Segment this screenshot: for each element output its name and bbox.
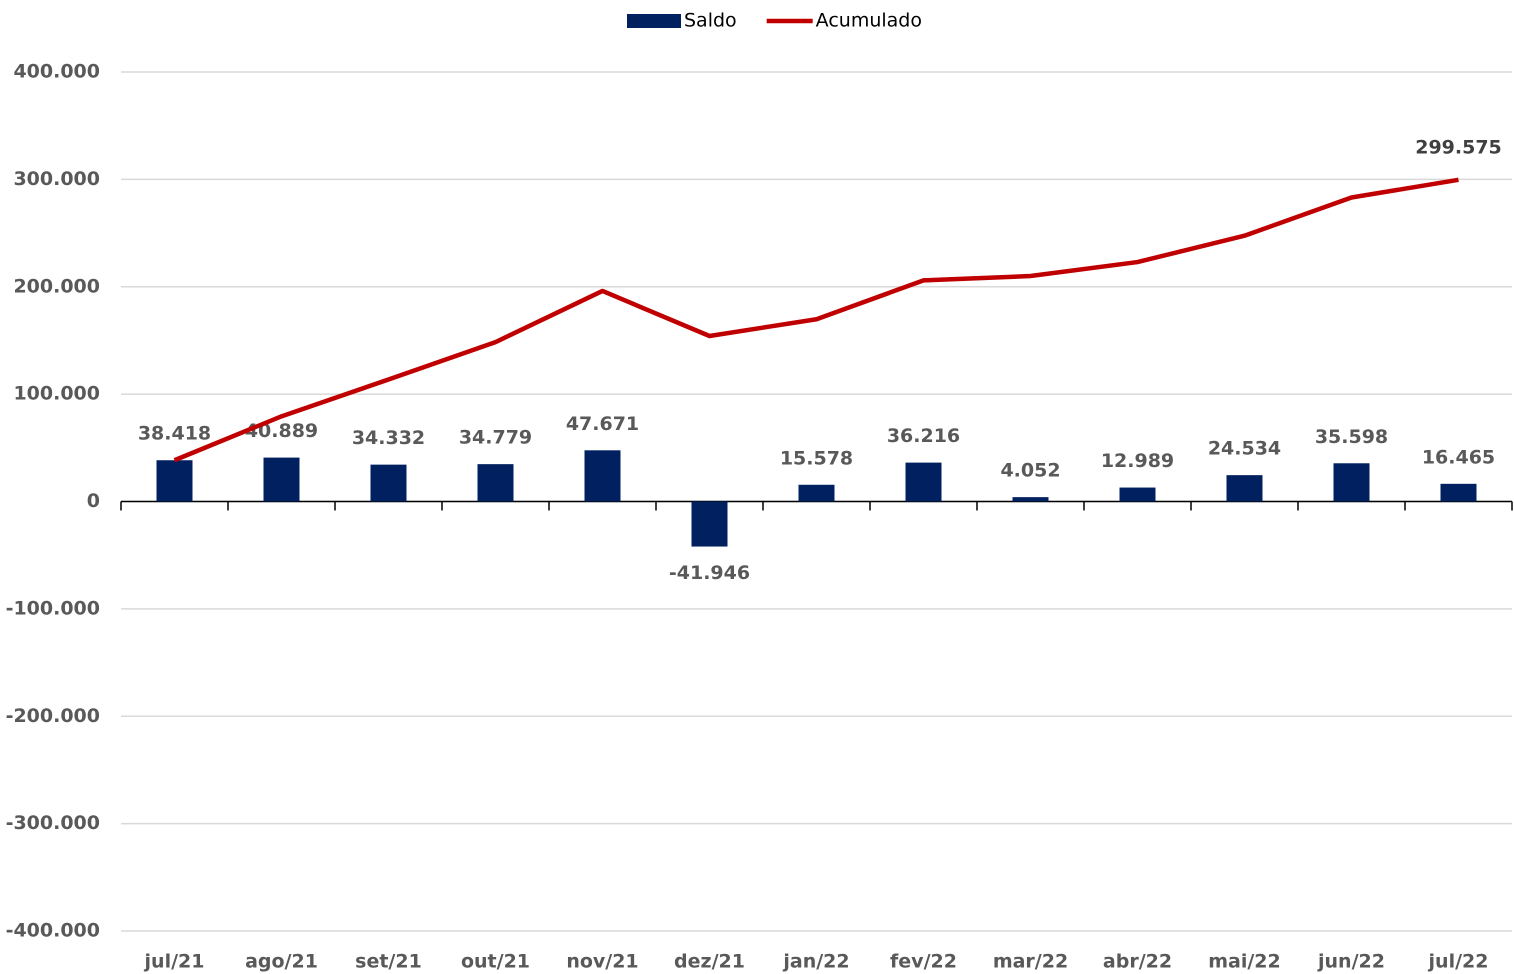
x-tick-label: mar/22 <box>993 951 1068 973</box>
x-tick-label: set/21 <box>355 951 422 973</box>
x-tick-label: dez/21 <box>674 951 745 973</box>
x-tick-label: nov/21 <box>566 951 638 973</box>
x-tick-label: abr/22 <box>1103 951 1172 973</box>
y-tick-label: -300.000 <box>6 812 100 834</box>
y-tick-label: -400.000 <box>6 920 100 942</box>
x-tick-label: mai/22 <box>1208 951 1281 973</box>
x-tick-label: jul/21 <box>144 951 205 973</box>
bar <box>584 450 621 502</box>
data-label: 35.598 <box>1315 426 1388 448</box>
data-label: 34.779 <box>459 427 532 449</box>
data-label: 12.989 <box>1101 450 1174 472</box>
data-label: 36.216 <box>887 425 960 447</box>
bar <box>370 464 407 502</box>
data-label: 40.889 <box>245 420 318 442</box>
y-tick-label: 400.000 <box>13 61 100 83</box>
data-label: 299.575 <box>1415 136 1502 158</box>
bar <box>1012 497 1049 502</box>
bar <box>691 501 728 547</box>
bar <box>1226 475 1263 502</box>
bar <box>1119 487 1156 502</box>
y-tick-label: -100.000 <box>6 597 100 619</box>
bar <box>905 462 942 502</box>
x-tick-label: out/21 <box>461 951 530 973</box>
bar <box>477 464 514 502</box>
line <box>173 177 1459 463</box>
legend-swatch <box>627 14 681 28</box>
bar <box>263 457 300 502</box>
y-tick-label: 300.000 <box>13 168 100 190</box>
data-label: 47.671 <box>566 413 639 435</box>
bar <box>156 460 193 502</box>
bar <box>1333 463 1370 502</box>
x-tick-label: jul/22 <box>1428 951 1489 973</box>
bar <box>798 484 835 502</box>
bar <box>1440 483 1477 502</box>
y-tick-label: 100.000 <box>13 383 100 405</box>
legend-label: Saldo <box>684 10 737 32</box>
data-label: -41.946 <box>669 562 750 584</box>
data-label: 34.332 <box>352 427 425 449</box>
y-tick-label: 0 <box>87 490 100 512</box>
x-tick-label: ago/21 <box>245 951 318 973</box>
data-label: 16.465 <box>1422 446 1495 468</box>
data-label: 15.578 <box>780 447 853 469</box>
x-tick-label: fev/22 <box>890 951 957 973</box>
legend-label: Acumulado <box>816 10 922 32</box>
y-tick-label: -200.000 <box>6 705 100 727</box>
data-label: 4.052 <box>1000 460 1060 482</box>
data-label: 24.534 <box>1208 438 1281 460</box>
x-tick-label: jan/22 <box>782 951 849 973</box>
y-tick-label: 200.000 <box>13 275 100 297</box>
data-label: 38.418 <box>138 423 211 445</box>
x-tick-label: jun/22 <box>1317 951 1385 973</box>
